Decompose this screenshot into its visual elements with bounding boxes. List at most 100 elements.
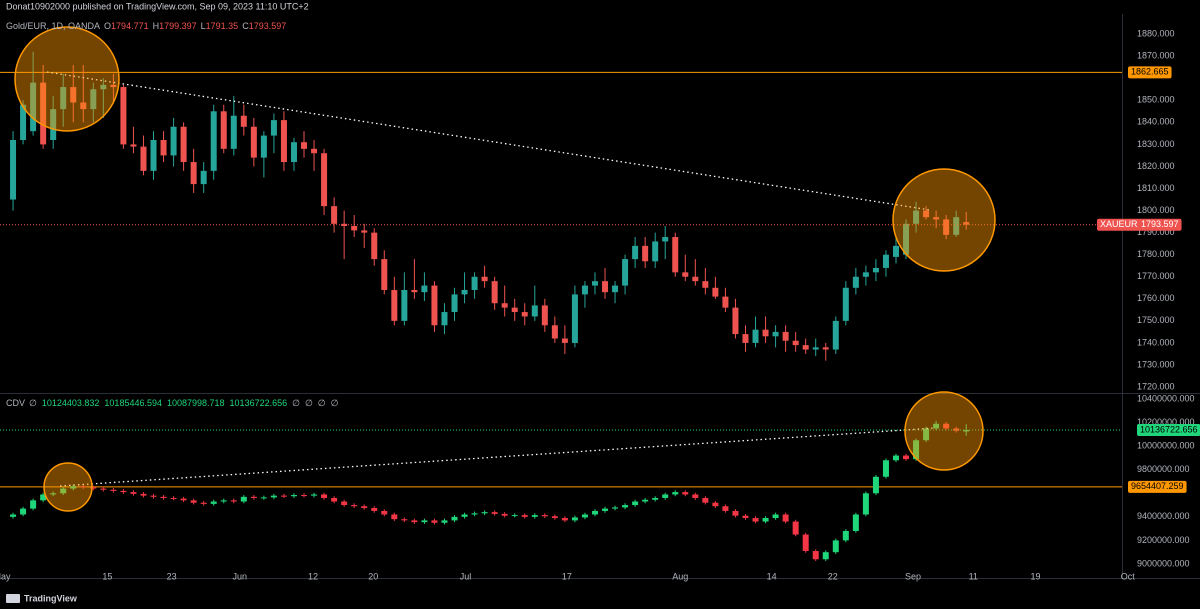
candle-body xyxy=(160,496,167,498)
candle-body xyxy=(40,82,47,145)
candle-body xyxy=(953,217,960,235)
candle-body xyxy=(752,329,759,343)
candle-body xyxy=(100,84,107,90)
candle-body xyxy=(391,289,398,321)
candle-body xyxy=(832,320,839,350)
candle-body xyxy=(321,153,328,207)
candle-body xyxy=(331,206,338,224)
candle-body xyxy=(431,285,438,326)
candle-body xyxy=(561,518,568,521)
x-tick-label: 11 xyxy=(969,571,978,581)
candle-body xyxy=(963,222,970,225)
candle-body xyxy=(602,281,609,293)
x-tick-label: Jul xyxy=(460,571,472,581)
candle-body xyxy=(802,345,809,350)
legend-item: H xyxy=(153,21,160,31)
candle-body xyxy=(702,281,709,288)
candle-body xyxy=(642,245,649,262)
candle-body xyxy=(130,144,137,147)
candle-body xyxy=(280,495,287,497)
candle-body xyxy=(411,289,418,293)
y-tick-label: 1850.000 xyxy=(1137,95,1175,105)
candle-body xyxy=(240,115,247,127)
candle-body xyxy=(682,272,689,277)
candle-body xyxy=(170,126,177,156)
candle-body xyxy=(311,148,318,154)
highlight-circle xyxy=(43,462,93,512)
x-tick-label: 15 xyxy=(102,571,112,581)
x-tick-label: 19 xyxy=(1030,571,1040,581)
candle-body xyxy=(321,494,328,498)
candle-body xyxy=(170,497,177,499)
legend-item: ∅ xyxy=(29,398,37,408)
candle-body xyxy=(190,500,197,503)
legend-item: 1793.597 xyxy=(249,21,287,31)
candle-body xyxy=(913,210,920,224)
candle-body xyxy=(812,347,819,350)
candle-body xyxy=(10,514,17,517)
candle-body xyxy=(50,109,57,140)
x-tick-label: 22 xyxy=(828,571,838,581)
candle-body xyxy=(331,497,338,502)
x-tick-label: 12 xyxy=(308,571,318,581)
candle-body xyxy=(632,501,639,506)
legend-item: 10124403.832 xyxy=(42,398,100,408)
candle-body xyxy=(260,497,267,499)
candle-body xyxy=(842,530,849,541)
candle-body xyxy=(812,551,819,560)
candle-body xyxy=(712,287,719,297)
y-tick-label: 10200000.000 xyxy=(1137,417,1195,427)
level-tag-bg xyxy=(1128,66,1172,79)
publish-header: Donat10902000 published on TradingView.c… xyxy=(6,1,309,11)
candle-body xyxy=(441,520,448,523)
y-tick-label: 9800000.000 xyxy=(1137,464,1190,474)
candle-body xyxy=(903,223,910,255)
candle-body xyxy=(20,508,27,515)
candle-body xyxy=(531,305,538,317)
candle-body xyxy=(70,87,77,103)
candle-body xyxy=(842,287,849,321)
candle-body xyxy=(10,139,17,200)
candle-body xyxy=(451,294,458,313)
candle-body xyxy=(250,126,257,158)
x-tick-label: Sep xyxy=(905,571,921,581)
y-tick-label: 1810.000 xyxy=(1137,183,1175,193)
candle-body xyxy=(311,494,318,496)
candle-body xyxy=(391,514,398,520)
candle-body xyxy=(872,476,879,494)
candle-body xyxy=(120,87,127,145)
candle-body xyxy=(270,120,277,136)
candle-body xyxy=(280,120,287,163)
candle-body xyxy=(772,514,779,519)
candle-body xyxy=(140,493,147,496)
y-tick-label: 1780.000 xyxy=(1137,249,1175,259)
legend-item: 10136722.656 xyxy=(230,398,288,408)
candle-body xyxy=(782,514,789,522)
legend-item: ∅ xyxy=(292,398,300,408)
y-tick-label: 1790.000 xyxy=(1137,227,1175,237)
candle-body xyxy=(80,102,87,110)
candle-body xyxy=(923,210,930,218)
candle-body xyxy=(742,334,749,343)
candle-body xyxy=(20,104,27,140)
candle-body xyxy=(240,496,247,502)
candle-body xyxy=(90,487,97,489)
candle-body xyxy=(762,329,769,337)
candle-body xyxy=(862,493,869,515)
candle-body xyxy=(862,272,869,277)
y-tick-label: 9000000.000 xyxy=(1137,558,1190,568)
drawings xyxy=(14,26,996,512)
candle-body xyxy=(130,492,137,494)
candle-body xyxy=(551,516,558,519)
y-tick-label: 1730.000 xyxy=(1137,359,1175,369)
x-tick-label: Oct xyxy=(1121,571,1136,581)
x-tick-label: Jun xyxy=(233,571,248,581)
candles xyxy=(10,420,970,562)
candle-body xyxy=(351,505,358,507)
candle-body xyxy=(60,488,67,494)
candle-body xyxy=(180,498,187,501)
candle-body xyxy=(852,514,859,531)
candle-body xyxy=(301,495,308,497)
y-tick-label: 1720.000 xyxy=(1137,381,1175,391)
